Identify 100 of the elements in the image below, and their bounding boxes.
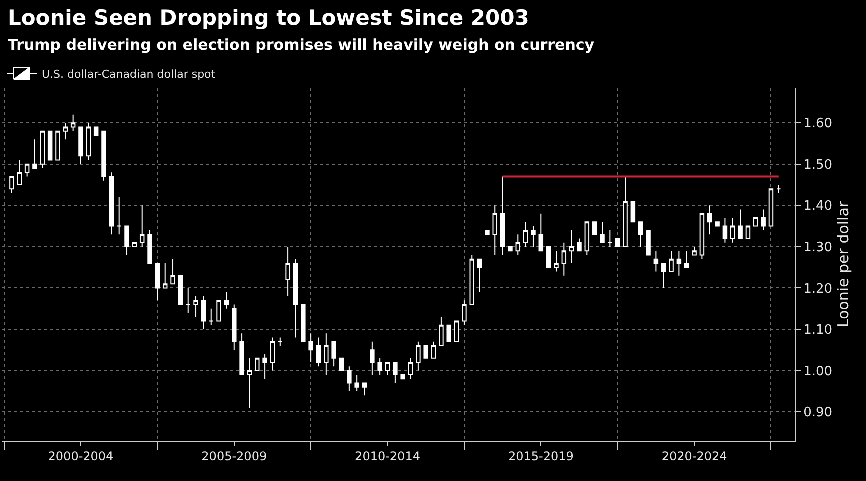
candlestick — [492, 205, 498, 256]
candlestick — [454, 320, 460, 342]
candlestick — [48, 130, 53, 161]
candlestick — [700, 213, 705, 260]
candlestick — [362, 382, 368, 396]
candlestick — [768, 188, 774, 227]
candlestick — [577, 238, 582, 252]
candlestick — [385, 362, 390, 376]
candlestick — [538, 213, 544, 252]
x-tick-label: 2000-2004 — [48, 449, 114, 464]
candlestick — [592, 222, 598, 236]
chart-subtitle: Trump delivering on election promises will heavily weigh on currency — [8, 36, 595, 54]
candlestick — [32, 139, 38, 170]
candlestick — [370, 341, 375, 376]
candlestick — [155, 262, 160, 302]
candlestick — [247, 358, 252, 408]
candlestick — [17, 160, 22, 186]
candlestick — [630, 201, 636, 223]
candlestick — [446, 324, 452, 342]
candlestick — [255, 358, 260, 372]
candlestick — [201, 296, 206, 330]
candlestick — [262, 354, 268, 380]
y-tick-label: 0.90 — [804, 406, 833, 421]
candlestick — [562, 242, 567, 276]
candlestick — [162, 262, 168, 289]
candlestick — [722, 218, 728, 244]
candlestick — [615, 238, 620, 248]
candlestick — [78, 126, 84, 165]
candlestick — [24, 164, 30, 178]
chart-title: Loonie Seen Dropping to Lowest Since 2003 — [8, 6, 530, 30]
candlestick — [546, 246, 552, 268]
candlestick — [278, 337, 283, 347]
candlestick — [216, 300, 222, 322]
candlestick — [232, 304, 237, 351]
candlestick — [600, 222, 605, 244]
candlestick — [523, 222, 528, 248]
candlestick — [316, 337, 322, 368]
candlestick — [508, 246, 513, 252]
y-tick-label: 1.10 — [804, 323, 833, 338]
candlestick — [730, 218, 736, 244]
candlestick — [10, 176, 14, 194]
candlestick — [654, 250, 659, 272]
candlestick — [638, 222, 644, 248]
candlestick — [516, 234, 521, 256]
candlestick — [194, 296, 198, 318]
candlestick — [684, 250, 690, 268]
candlestick — [692, 246, 697, 256]
candlestick — [416, 341, 421, 372]
candlestick — [140, 205, 145, 248]
candlestick — [715, 222, 720, 227]
candlestick — [240, 333, 244, 376]
x-tick-label: 2015-2019 — [508, 449, 574, 464]
candlestick — [56, 130, 60, 161]
x-tick-label: 2020-2024 — [662, 449, 728, 464]
candlestick — [393, 362, 398, 384]
candlestick — [324, 333, 329, 376]
candlestick — [746, 226, 751, 240]
candlestick — [332, 341, 336, 368]
candlestick — [124, 226, 130, 256]
candlestick — [500, 176, 506, 256]
x-tick-label: 2005-2009 — [202, 449, 268, 464]
candlestick — [707, 205, 712, 236]
candlestick — [584, 222, 590, 256]
candlestick — [86, 122, 92, 161]
candlestick — [400, 374, 406, 380]
candlestick — [646, 230, 651, 256]
y-axis-title: Loonie per dollar — [834, 200, 853, 328]
legend-label: U.S. dollar-Canadian dollar spot — [42, 68, 216, 81]
y-tick-label: 1.60 — [804, 116, 833, 132]
candlestick — [531, 226, 536, 248]
candlestick — [301, 304, 306, 342]
candlestick — [669, 250, 674, 272]
candlestick — [224, 292, 230, 310]
candlestick — [339, 358, 344, 372]
candlestick — [109, 172, 114, 236]
candlestick — [354, 374, 360, 392]
candlestick — [347, 366, 352, 392]
candlestick — [738, 209, 743, 240]
candlestick — [676, 250, 682, 276]
y-tick-label: 1.00 — [804, 364, 833, 380]
candlestick — [186, 288, 191, 314]
candlestick — [94, 126, 99, 136]
candlestick — [470, 254, 474, 306]
candlestick — [623, 176, 628, 248]
candlestick — [431, 341, 436, 359]
candlestick — [63, 122, 68, 140]
y-tick-label: 1.40 — [804, 199, 833, 214]
candlestick — [102, 130, 106, 182]
candlestick — [270, 337, 276, 372]
candlestick — [208, 308, 214, 326]
y-tick-label: 1.30 — [804, 240, 833, 256]
candlestick — [408, 358, 414, 380]
candlestick — [608, 230, 613, 248]
candlestick — [477, 258, 482, 293]
candlestick — [754, 218, 758, 227]
y-tick-label: 1.50 — [804, 158, 833, 173]
candlestick — [462, 300, 467, 326]
y-tick-label: 1.20 — [804, 282, 833, 297]
candlestick — [378, 358, 382, 376]
candlestick — [776, 184, 782, 194]
